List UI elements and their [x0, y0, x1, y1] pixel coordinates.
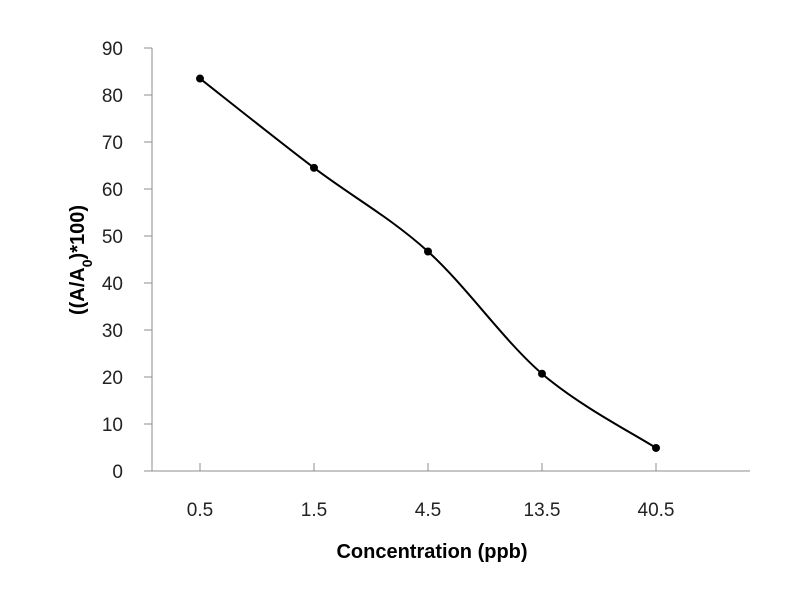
y-tick-label: 50	[102, 227, 123, 248]
y-tick-label: 60	[102, 180, 123, 201]
y-axis-title-main: ((A/A	[67, 267, 89, 315]
series-line	[199, 77, 657, 449]
y-tick-label: 70	[102, 133, 123, 154]
y-tick-label: 90	[102, 39, 123, 60]
data-point	[196, 74, 204, 83]
x-axis-title: Concentration (ppb)	[336, 541, 527, 563]
y-tick-label: 80	[102, 86, 123, 107]
x-axis	[144, 463, 750, 472]
y-tick-label: 10	[102, 415, 123, 436]
y-tick-labels: 0 10 20 30 40 50 60 70 80 90	[102, 39, 123, 483]
data-point	[424, 247, 432, 256]
x-tick-label: 0.5	[187, 500, 213, 521]
y-axis	[144, 47, 153, 472]
x-tick-label: 4.5	[415, 500, 441, 521]
x-tick-label: 40.5	[638, 500, 675, 521]
y-tick-label: 30	[102, 321, 123, 342]
data-point	[310, 163, 318, 172]
y-axis-title-end: )*100)	[67, 205, 89, 259]
x-tick-label: 13.5	[524, 500, 561, 521]
y-tick-label: 40	[102, 274, 123, 295]
y-tick-label: 20	[102, 368, 123, 389]
y-axis-title-subscript: 0	[79, 259, 95, 267]
x-tick-labels: 0.5 1.5 4.5 13.5 40.5	[187, 500, 675, 521]
x-tick-label: 1.5	[301, 500, 327, 521]
data-point	[652, 443, 660, 452]
data-points	[196, 74, 660, 452]
y-tick-label: 0	[112, 462, 123, 483]
data-point	[538, 369, 546, 378]
y-axis-title: ((A/A0)*100)	[67, 205, 95, 315]
